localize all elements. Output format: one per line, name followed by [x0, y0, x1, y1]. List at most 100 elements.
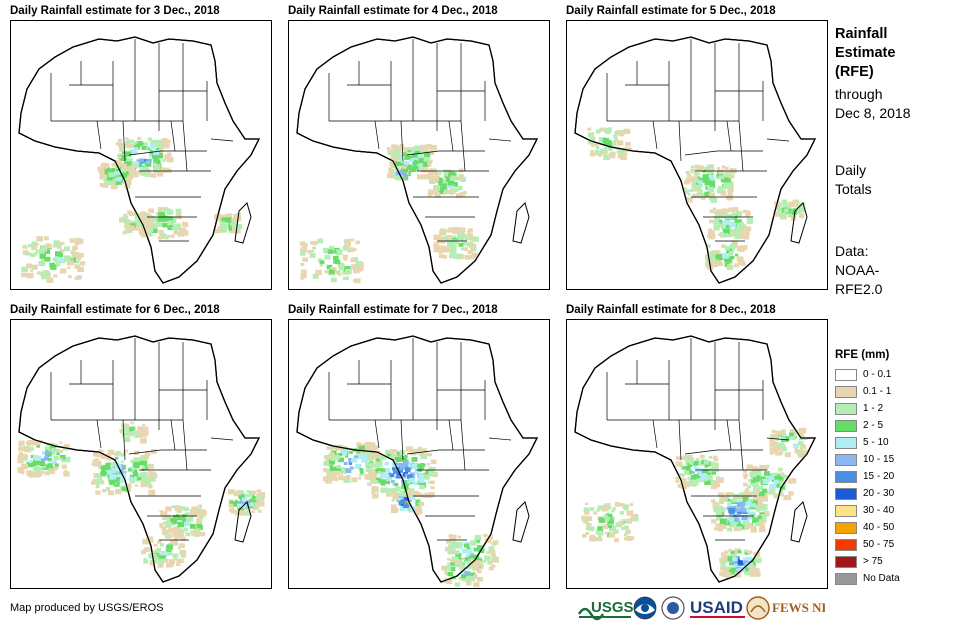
legend-swatch — [835, 470, 857, 483]
legend-label: No Data — [863, 573, 900, 584]
panel-title: Daily Rainfall estimate for 4 Dec., 2018 — [288, 5, 498, 17]
rainfall-map — [288, 319, 550, 589]
data-line: NOAA- — [835, 262, 880, 278]
legend-swatch — [835, 453, 857, 466]
legend-label: 10 - 15 — [863, 454, 895, 465]
country-borders — [574, 335, 816, 583]
legend-item: 2 - 5 — [835, 417, 955, 434]
legend-swatch — [835, 487, 857, 500]
through-date: through Dec 8, 2018 — [835, 85, 960, 123]
rainfall-map — [288, 20, 550, 290]
legend-swatch — [835, 538, 857, 551]
legend-item: 30 - 40 — [835, 502, 955, 519]
legend-swatch — [835, 385, 857, 398]
country-borders — [18, 36, 260, 284]
svg-text:USAID: USAID — [690, 598, 743, 617]
legend-label: 30 - 40 — [863, 505, 895, 516]
svg-text:USGS: USGS — [591, 599, 634, 616]
svg-text:FEWS NET: FEWS NET — [772, 600, 825, 615]
madagascar-outline — [790, 501, 808, 543]
legend-item: 50 - 75 — [835, 536, 955, 553]
totals-line: Daily — [835, 162, 867, 178]
noaa-logo — [633, 596, 657, 620]
rainfall-panel-dec-4: Daily Rainfall estimate for 4 Dec., 2018 — [288, 3, 550, 290]
rainfall-cells — [17, 421, 266, 568]
totals-line: Totals — [835, 181, 872, 197]
data-line: RFE2.0 — [835, 281, 883, 297]
rainfall-map — [10, 319, 272, 589]
rainfall-cells — [581, 427, 809, 578]
panel-title: Daily Rainfall estimate for 6 Dec., 2018 — [10, 304, 220, 316]
madagascar-outline — [512, 202, 530, 244]
legend-item: 1 - 2 — [835, 400, 955, 417]
usaid-logo: USAID — [690, 598, 745, 618]
madagascar-outline — [234, 501, 252, 543]
africa-coastline — [574, 335, 817, 583]
legend-swatch — [835, 436, 857, 449]
country-borders — [296, 36, 538, 284]
legend-label: 50 - 75 — [863, 539, 895, 550]
legend-swatch — [835, 555, 857, 568]
usgs-logo: USGS — [577, 599, 634, 621]
product-title: Rainfall Estimate (RFE) — [835, 25, 955, 82]
legend-swatch — [835, 419, 857, 432]
legend-item: 5 - 10 — [835, 434, 955, 451]
legend-item: 40 - 50 — [835, 519, 955, 536]
legend-swatch — [835, 572, 857, 585]
legend-label: 1 - 2 — [863, 403, 884, 414]
credit-text: Map produced by USGS/EROS — [10, 602, 164, 614]
country-borders — [574, 36, 816, 284]
legend-swatch — [835, 402, 857, 415]
data-line: Data: — [835, 243, 869, 259]
legend-item: 20 - 30 — [835, 485, 955, 502]
rfe-legend: RFE (mm) 0 - 0.1 0.1 - 1 1 - 2 2 - 5 5 - 10 1… — [835, 348, 955, 587]
rainfall-panel-dec-7: Daily Rainfall estimate for 7 Dec., 2018 — [288, 302, 550, 589]
country-borders — [296, 335, 538, 583]
through-label: through — [835, 86, 883, 102]
legend-label: 15 - 20 — [863, 471, 895, 482]
panel-title: Daily Rainfall estimate for 8 Dec., 2018 — [566, 304, 776, 316]
legend-item: 0.1 - 1 — [835, 383, 955, 400]
rainfall-map — [566, 319, 828, 589]
africa-coastline — [574, 36, 817, 284]
legend-title: RFE (mm) — [835, 349, 890, 361]
legend-label: > 75 — [863, 556, 883, 567]
legend-item: 15 - 20 — [835, 468, 955, 485]
legend-swatch — [835, 504, 857, 517]
rainfall-map — [10, 20, 272, 290]
data-source: Data: NOAA- RFE2.0 — [835, 242, 960, 299]
legend-label: 5 - 10 — [863, 437, 889, 448]
legend-swatch — [835, 368, 857, 381]
rainfall-panel-dec-6: Daily Rainfall estimate for 6 Dec., 2018 — [10, 302, 272, 589]
rainfall-panel-dec-3: Daily Rainfall estimate for 3 Dec., 2018 — [10, 3, 272, 290]
legend-item: No Data — [835, 570, 955, 587]
madagascar-outline — [790, 202, 808, 244]
legend-item: 0 - 0.1 — [835, 366, 955, 383]
legend-label: 0 - 0.1 — [863, 369, 892, 380]
legend-label: 0.1 - 1 — [863, 386, 892, 397]
rainfall-panel-dec-8: Daily Rainfall estimate for 8 Dec., 2018 — [566, 302, 828, 589]
legend-label: 2 - 5 — [863, 420, 884, 431]
panel-title: Daily Rainfall estimate for 3 Dec., 2018 — [10, 5, 220, 17]
madagascar-outline — [234, 202, 252, 244]
legend-label: 20 - 30 — [863, 488, 895, 499]
rainfall-cells — [299, 144, 479, 284]
rainfall-panel-dec-5: Daily Rainfall estimate for 5 Dec., 2018 — [566, 3, 828, 290]
daily-totals-label: Daily Totals — [835, 161, 960, 199]
legend-swatch — [835, 521, 857, 534]
partner-logos: USGS USAID FEWS NET — [577, 596, 825, 621]
doc-seal-logo — [661, 596, 685, 620]
rainfall-map — [566, 20, 828, 290]
through-value: Dec 8, 2018 — [835, 105, 911, 121]
legend-item: 10 - 15 — [835, 451, 955, 468]
madagascar-outline — [512, 501, 530, 543]
title-line: Estimate — [835, 45, 896, 61]
fews-net-logo: FEWS NET — [746, 596, 825, 620]
country-borders — [18, 335, 260, 583]
legend-label: 40 - 50 — [863, 522, 895, 533]
legend-item: > 75 — [835, 553, 955, 570]
panel-title: Daily Rainfall estimate for 7 Dec., 2018 — [288, 304, 498, 316]
title-line: Rainfall — [835, 26, 888, 42]
title-line: (RFE) — [835, 64, 874, 80]
panel-title: Daily Rainfall estimate for 5 Dec., 2018 — [566, 5, 776, 17]
